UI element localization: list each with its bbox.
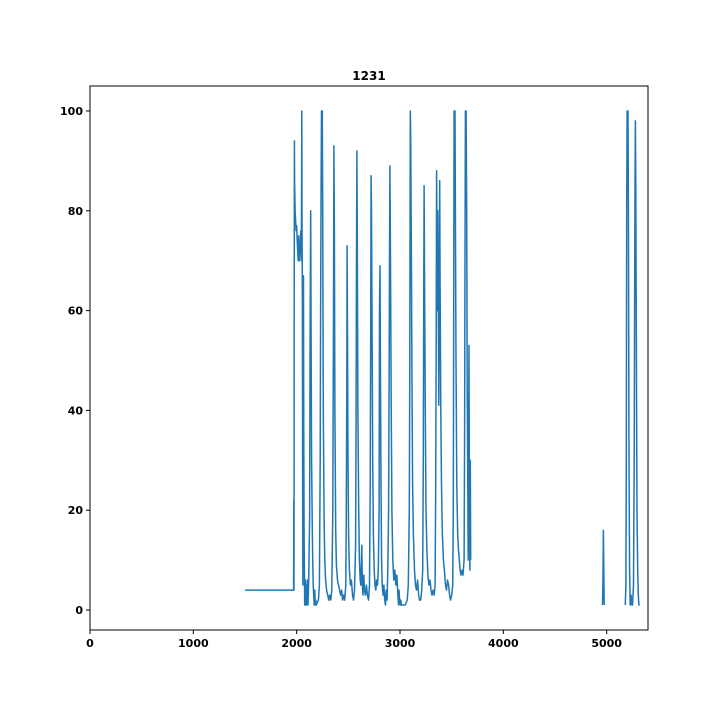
- y-tick-label: 20: [68, 504, 84, 517]
- series-line-segment-2: [624, 110, 640, 606]
- series-line-segment-1: [601, 529, 605, 606]
- series-line-segment-0: [245, 110, 472, 606]
- y-tick-label: 0: [75, 604, 83, 617]
- x-tick-label: 3000: [385, 637, 416, 650]
- series-layer: [245, 110, 640, 606]
- x-tick-label: 5000: [591, 637, 622, 650]
- chart-title: 1231: [352, 69, 385, 83]
- plot-area: 0 1000 2000 3000 4000 5000 0 20 40 60 80 100: [60, 85, 649, 650]
- y-tick-label: 40: [68, 404, 84, 417]
- x-tick-label: 0: [86, 637, 94, 650]
- y-axis-ticks: 0 20 40 60 80 100: [60, 105, 90, 617]
- y-tick-label: 100: [60, 105, 83, 118]
- y-tick-label: 80: [68, 205, 84, 218]
- axes-frame: [89, 85, 649, 631]
- x-tick-label: 1000: [178, 637, 209, 650]
- x-axis-ticks: 0 1000 2000 3000 4000 5000: [86, 630, 622, 650]
- x-tick-label: 2000: [281, 637, 312, 650]
- x-tick-label: 4000: [488, 637, 519, 650]
- y-tick-label: 60: [68, 305, 84, 318]
